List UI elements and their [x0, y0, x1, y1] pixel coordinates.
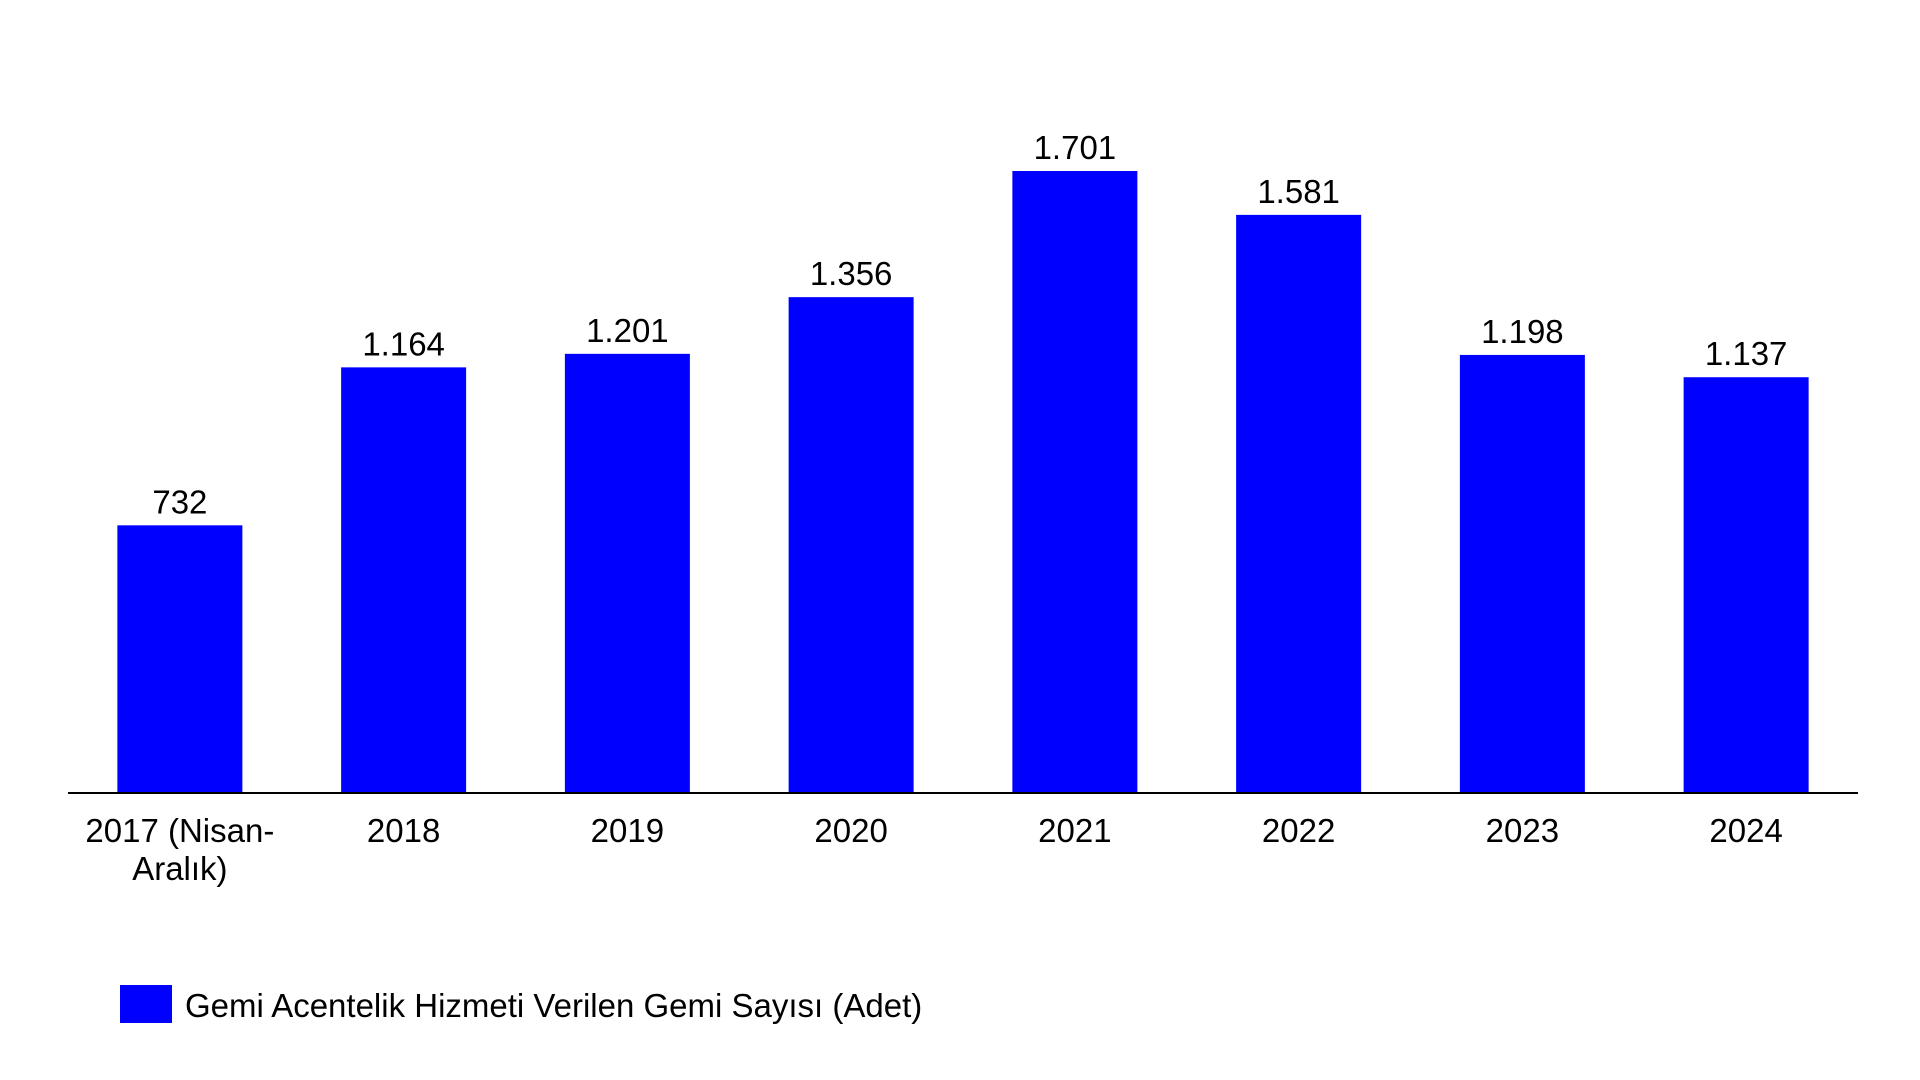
data-label: 1.137: [1705, 335, 1788, 372]
category-label: 2019: [591, 812, 664, 849]
category-label-line: 2022: [1262, 812, 1335, 849]
category-label: 2018: [367, 812, 440, 849]
data-label: 1.581: [1257, 173, 1340, 210]
bar: [117, 525, 243, 793]
data-label: 732: [152, 483, 207, 520]
category-label-line: 2019: [591, 812, 664, 849]
category-label-line: Aralık): [132, 850, 227, 887]
category-label-line: 2021: [1038, 812, 1111, 849]
legend: Gemi Acentelik Hizmeti Verilen Gemi Sayı…: [120, 985, 922, 1024]
bars-layer: [117, 171, 1809, 793]
category-label: 2020: [814, 812, 887, 849]
data-label: 1.701: [1034, 129, 1117, 166]
bar: [1236, 214, 1362, 793]
data-label: 1.201: [586, 312, 669, 349]
category-label-line: 2018: [367, 812, 440, 849]
bar: [341, 367, 467, 793]
category-label-line: 2017 (Nisan-: [85, 812, 274, 849]
bar: [564, 353, 690, 793]
legend-label: Gemi Acentelik Hizmeti Verilen Gemi Sayı…: [185, 987, 922, 1024]
bar: [1459, 354, 1585, 793]
category-label: 2017 (Nisan-Aralık): [85, 812, 274, 887]
data-label: 1.198: [1481, 313, 1564, 350]
data-label: 1.356: [810, 255, 893, 292]
category-label-line: 2023: [1486, 812, 1559, 849]
bar: [1683, 377, 1809, 793]
bar: [1012, 171, 1138, 793]
category-label-line: 2024: [1709, 812, 1782, 849]
category-label: 2022: [1262, 812, 1335, 849]
bar: [788, 297, 914, 793]
data-labels-layer: 732 1.164 1.201 1.356 1.701 1.581 1.198 1.137: [152, 129, 1787, 520]
data-label: 1.164: [362, 325, 445, 362]
category-label: 2021: [1038, 812, 1111, 849]
category-labels-layer: 2017 (Nisan-Aralık) 2018 2019 2020 2021 2022 2…: [85, 812, 1782, 887]
legend-swatch: [120, 985, 172, 1023]
category-label: 2024: [1709, 812, 1782, 849]
category-label: 2023: [1486, 812, 1559, 849]
category-label-line: 2020: [814, 812, 887, 849]
